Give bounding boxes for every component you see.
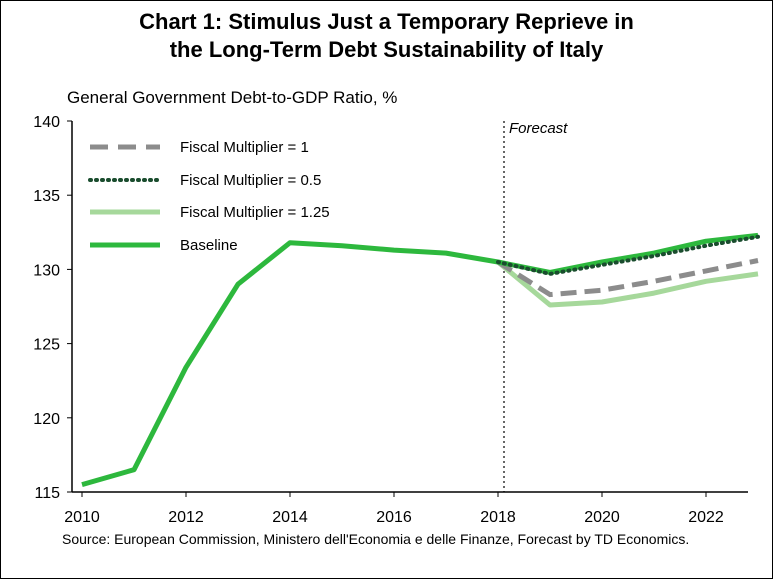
y-tick-label-125: 125 — [33, 337, 60, 354]
x-tick-label-2020: 2020 — [584, 509, 620, 526]
y-tick-label-120: 120 — [33, 411, 60, 428]
legend-label-fiscal-multiplier-0-5: Fiscal Multiplier = 0.5 — [180, 172, 321, 189]
x-tick-label-2022: 2022 — [688, 509, 724, 526]
legend-label-fiscal-multiplier-1: Fiscal Multiplier = 1 — [180, 139, 309, 156]
y-tick-label-130: 130 — [33, 262, 60, 279]
series-line-baseline — [81, 232, 759, 488]
forecast-label: Forecast — [509, 120, 568, 137]
legend-label-fiscal-multiplier-1-25: Fiscal Multiplier = 1.25 — [180, 204, 330, 221]
chart-title: Chart 1: Stimulus Just a Temporary Repri… — [0, 8, 773, 64]
y-tick-label-140: 140 — [33, 114, 60, 131]
y-axis-label: General Government Debt-to-GDP Ratio, % — [67, 88, 398, 107]
y-tick-label-135: 135 — [33, 188, 60, 205]
series-line-fiscal-multiplier-1-25 — [496, 260, 759, 308]
x-tick-label-2014: 2014 — [272, 509, 308, 526]
series-line-fiscal-multiplier-1 — [496, 258, 759, 298]
chart-title-line-1: Chart 1: Stimulus Just a Temporary Repri… — [139, 9, 634, 34]
x-tick-label-2010: 2010 — [64, 509, 100, 526]
legend-label-baseline: Baseline — [180, 237, 238, 254]
series-line-fiscal-multiplier-0-5 — [496, 234, 760, 276]
x-tick-label-2012: 2012 — [168, 509, 204, 526]
source-note: Source: European Commission, Ministero d… — [62, 531, 690, 547]
x-tick-label-2016: 2016 — [376, 509, 412, 526]
x-tick-label-2018: 2018 — [480, 509, 516, 526]
y-tick-label-115: 115 — [34, 485, 60, 502]
chart-title-line-2: the Long-Term Debt Sustainability of Ita… — [169, 37, 604, 62]
